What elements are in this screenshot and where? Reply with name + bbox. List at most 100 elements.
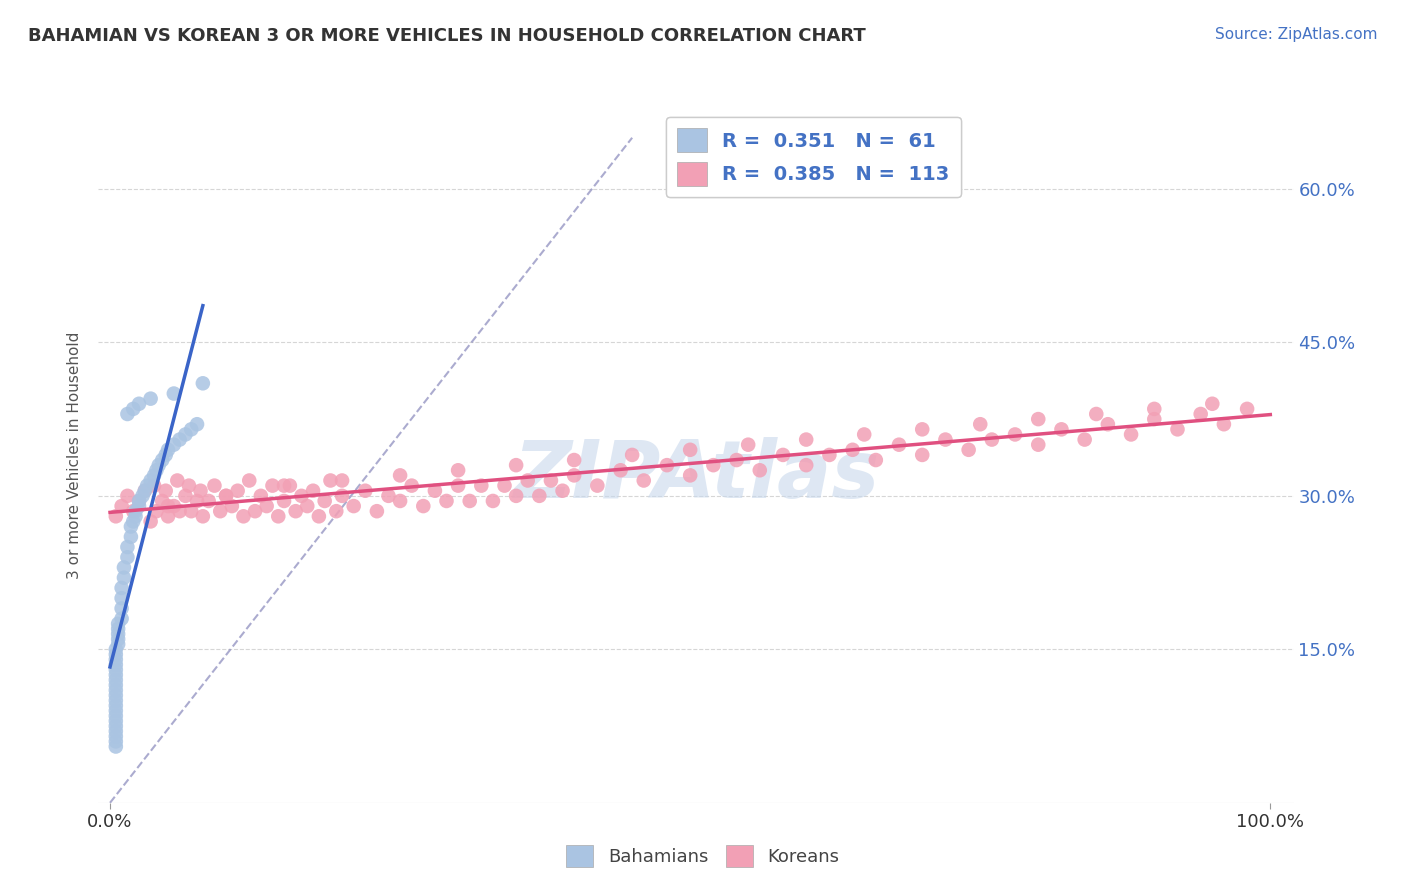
Point [104, 683, 127, 698]
Point [772, 448, 794, 462]
Point [174, 427, 197, 442]
Point [911, 448, 934, 462]
Point [143, 468, 166, 483]
Point [177, 478, 200, 492]
Point [104, 724, 127, 739]
Point [107, 622, 129, 636]
Point [163, 386, 186, 401]
Point [117, 489, 139, 503]
Point [122, 515, 145, 529]
Point [107, 627, 129, 641]
Point [702, 458, 724, 472]
Point [111, 499, 134, 513]
Point [163, 499, 186, 513]
Point [215, 489, 238, 503]
Point [104, 678, 127, 692]
Point [1143, 401, 1166, 416]
Point [308, 509, 330, 524]
Point [290, 489, 312, 503]
Point [107, 616, 129, 631]
Point [197, 494, 219, 508]
Point [157, 442, 180, 457]
Point [447, 478, 470, 492]
Point [529, 489, 551, 503]
Point [267, 509, 290, 524]
Point [655, 458, 678, 472]
Point [934, 433, 956, 447]
Point [1026, 438, 1049, 452]
Point [250, 489, 273, 503]
Point [458, 494, 481, 508]
Point [157, 509, 180, 524]
Point [853, 427, 876, 442]
Point [148, 458, 170, 472]
Point [139, 515, 162, 529]
Point [186, 417, 208, 432]
Point [131, 489, 153, 503]
Point [232, 509, 254, 524]
Point [586, 478, 609, 492]
Point [621, 448, 644, 462]
Point [104, 509, 127, 524]
Legend: Bahamians, Koreans: Bahamians, Koreans [560, 838, 846, 874]
Point [1050, 422, 1073, 436]
Point [215, 489, 238, 503]
Point [104, 739, 127, 754]
Point [302, 483, 325, 498]
Point [111, 601, 134, 615]
Point [112, 560, 135, 574]
Point [725, 453, 748, 467]
Point [166, 474, 188, 488]
Point [278, 478, 301, 492]
Point [482, 494, 505, 508]
Point [1097, 417, 1119, 432]
Point [401, 478, 423, 492]
Text: BAHAMIAN VS KOREAN 3 OR MORE VEHICLES IN HOUSEHOLD CORRELATION CHART: BAHAMIAN VS KOREAN 3 OR MORE VEHICLES IN… [28, 27, 866, 45]
Point [150, 494, 173, 508]
Point [104, 668, 127, 682]
Point [104, 734, 127, 748]
Point [111, 581, 134, 595]
Point [145, 504, 167, 518]
Point [124, 509, 146, 524]
Point [122, 504, 145, 518]
Point [111, 591, 134, 606]
Point [157, 499, 180, 513]
Point [104, 714, 127, 728]
Point [243, 504, 266, 518]
Point [128, 494, 150, 508]
Point [957, 442, 980, 457]
Point [470, 478, 492, 492]
Point [104, 689, 127, 703]
Point [120, 530, 142, 544]
Point [107, 632, 129, 646]
Point [841, 442, 863, 457]
Point [143, 478, 166, 492]
Point [794, 433, 817, 447]
Point [226, 483, 249, 498]
Point [794, 458, 817, 472]
Point [134, 483, 156, 498]
Point [887, 438, 910, 452]
Point [104, 698, 127, 713]
Point [980, 433, 1002, 447]
Point [104, 657, 127, 672]
Point [389, 468, 412, 483]
Point [1212, 417, 1234, 432]
Point [122, 401, 145, 416]
Point [865, 453, 887, 467]
Point [209, 504, 232, 518]
Point [284, 504, 307, 518]
Y-axis label: 3 or more Vehicles in Household: 3 or more Vehicles in Household [67, 331, 83, 579]
Point [679, 468, 702, 483]
Point [191, 509, 214, 524]
Point [262, 478, 284, 492]
Point [551, 483, 574, 498]
Point [104, 693, 127, 707]
Point [190, 483, 212, 498]
Point [325, 504, 347, 518]
Point [540, 474, 562, 488]
Point [128, 397, 150, 411]
Point [436, 494, 458, 508]
Text: Source: ZipAtlas.com: Source: ZipAtlas.com [1215, 27, 1378, 42]
